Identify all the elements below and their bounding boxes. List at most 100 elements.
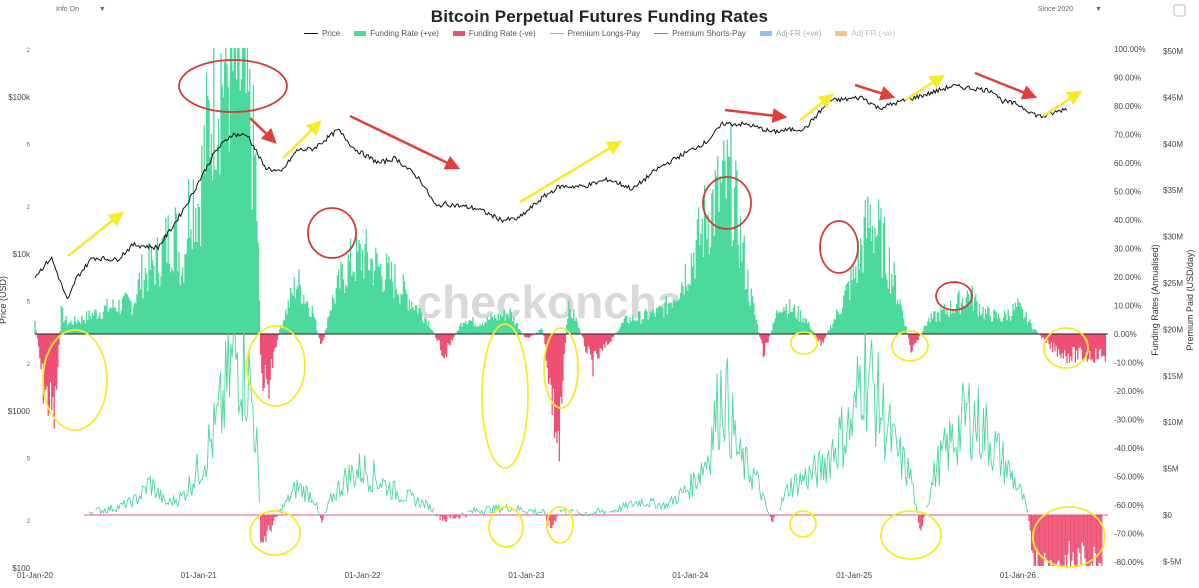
funding-axis-tick: 70.00%	[1114, 131, 1141, 140]
legend-swatch	[654, 32, 669, 35]
yellow-up-arrow	[282, 120, 322, 159]
x-tick-label: 01-Jan-20	[17, 571, 54, 580]
funding-axis-tick: 40.00%	[1114, 216, 1141, 225]
yellow-ellipse	[1043, 327, 1089, 369]
yellow-up-arrow	[904, 74, 946, 102]
yellow-ellipse	[543, 327, 579, 409]
range-selector-label: Since 2020	[1038, 6, 1074, 13]
legend-swatch	[303, 32, 318, 35]
yellow-ellipse	[249, 510, 301, 556]
annotation-layer	[42, 59, 1106, 568]
x-tick-label: 01-Jan-22	[345, 571, 382, 580]
yellow-ellipse	[790, 331, 818, 355]
funding-axis-tick: 20.00%	[1114, 273, 1141, 282]
funding-axis-tick: -50.00%	[1114, 472, 1144, 481]
legend: Price Funding Rate (+ve) Funding Rate (-…	[0, 29, 1199, 38]
funding-axis-tick: 60.00%	[1114, 159, 1141, 168]
price-axis-minor-tick: 2	[27, 205, 31, 211]
funding-axis-tick: 10.00%	[1114, 302, 1141, 311]
price-axis-minor-tick: 5	[27, 142, 31, 148]
legend-item-funding-positive[interactable]: Funding Rate (+ve)	[354, 29, 439, 38]
axes-layer: 01-Jan-20 01-Jan-21 01-Jan-22 01-Jan-23 01-J…	[0, 45, 1195, 580]
chevron-down-icon: ▼	[98, 6, 106, 13]
chart-title: Bitcoin Perpetual Futures Funding Rates	[430, 7, 769, 26]
legend-item-adjfr-negative[interactable]: Adj-FR (-ve)	[835, 29, 895, 38]
premium-axis-tick: $10M	[1163, 418, 1183, 427]
x-tick-label: 01-Jan-24	[672, 571, 709, 580]
premium-layer	[84, 308, 1108, 566]
x-tick-label: 01-Jan-25	[836, 571, 873, 580]
premium-axis-tick: $45M	[1163, 93, 1183, 102]
legend-item-premium-longs[interactable]: Premium Longs-Pay	[549, 29, 641, 38]
funding-axis-tick: -80.00%	[1114, 558, 1144, 567]
yellow-up-arrow	[519, 140, 623, 204]
legend-label: Premium Shorts-Pay	[672, 29, 746, 38]
yellow-ellipse	[789, 510, 817, 538]
price-layer	[34, 83, 1068, 300]
funding-rate-layer	[34, 48, 1108, 462]
legend-label: Adj-FR (+ve)	[775, 29, 822, 38]
price-line	[34, 83, 1068, 300]
premium-axis-tick: $25M	[1163, 279, 1183, 288]
red-circle	[819, 220, 859, 274]
premium-shorts-pay-line	[93, 515, 1103, 566]
funding-axis-tick: -70.00%	[1114, 529, 1144, 538]
premium-axis-tick: $-5M	[1163, 557, 1182, 566]
price-axis-tick: $10k	[13, 250, 31, 259]
premium-axis-title: Premium Paid (USD/day)	[1185, 249, 1195, 350]
premium-axis-tick: $20M	[1163, 325, 1183, 334]
legend-label: Premium Longs-Pay	[567, 29, 641, 38]
funding-axis-tick: -40.00%	[1114, 444, 1144, 453]
range-selector[interactable]: Since 2020 ▼	[1038, 6, 1102, 13]
funding-axis-tick: -10.00%	[1114, 358, 1144, 367]
yellow-ellipse	[880, 510, 942, 560]
price-axis-tick: $1000	[8, 407, 31, 416]
yellow-up-arrow	[799, 93, 834, 121]
red-circle	[178, 59, 288, 113]
yellow-ellipse	[246, 325, 306, 407]
legend-item-price[interactable]: Price	[303, 29, 341, 38]
price-axis-minor-tick: 2	[27, 519, 31, 525]
premium-axis-tick: $35M	[1163, 186, 1183, 195]
info-toggle-label: Info On	[56, 6, 79, 13]
price-axis-title: Price (USD)	[0, 276, 8, 324]
legend-item-funding-negative[interactable]: Funding Rate (-ve)	[452, 29, 536, 38]
red-circle	[702, 176, 752, 230]
red-circle	[307, 207, 357, 259]
red-down-arrow	[724, 108, 788, 124]
red-down-arrow	[349, 114, 461, 170]
x-tick-label: 01-Jan-21	[181, 571, 218, 580]
chevron-down-icon: ▼	[1094, 6, 1102, 13]
premium-axis-tick: $40M	[1163, 140, 1183, 149]
funding-rate-positive-area	[34, 48, 1039, 334]
funding-axis-tick: 90.00%	[1114, 74, 1141, 83]
funding-axis-tick: -20.00%	[1114, 387, 1144, 396]
yellow-ellipse	[481, 323, 529, 469]
yellow-ellipse	[488, 506, 524, 548]
legend-item-adjfr-positive[interactable]: Adj-FR (+ve)	[759, 29, 822, 38]
yellow-up-arrow	[1042, 90, 1083, 118]
price-axis-tick: $100	[12, 564, 30, 573]
yellow-ellipse	[1032, 506, 1106, 568]
legend-item-premium-shorts[interactable]: Premium Shorts-Pay	[654, 29, 746, 38]
price-axis-minor-tick: 2	[27, 362, 31, 368]
price-axis-minor-tick: 5	[27, 456, 31, 462]
yellow-ellipse	[42, 329, 108, 431]
info-toggle[interactable]: Info On ▼	[56, 6, 106, 13]
yellow-up-arrow	[67, 211, 124, 257]
yellow-ellipse	[891, 330, 929, 362]
premium-axis-tick: $30M	[1163, 233, 1183, 242]
legend-swatch	[354, 31, 367, 36]
premium-axis-tick: $15M	[1163, 372, 1183, 381]
legend-label: Price	[321, 29, 341, 38]
legend-label: Funding Rate (-ve)	[468, 29, 536, 38]
menu-icon[interactable]	[1173, 4, 1186, 17]
funding-axis-tick: 30.00%	[1114, 245, 1141, 254]
legend-label: Adj-FR (-ve)	[851, 29, 896, 38]
funding-axis-tick: -30.00%	[1114, 415, 1144, 424]
funding-axis-tick: 80.00%	[1114, 102, 1141, 111]
premium-axis-tick: $0	[1163, 511, 1172, 520]
legend-swatch	[759, 31, 772, 36]
